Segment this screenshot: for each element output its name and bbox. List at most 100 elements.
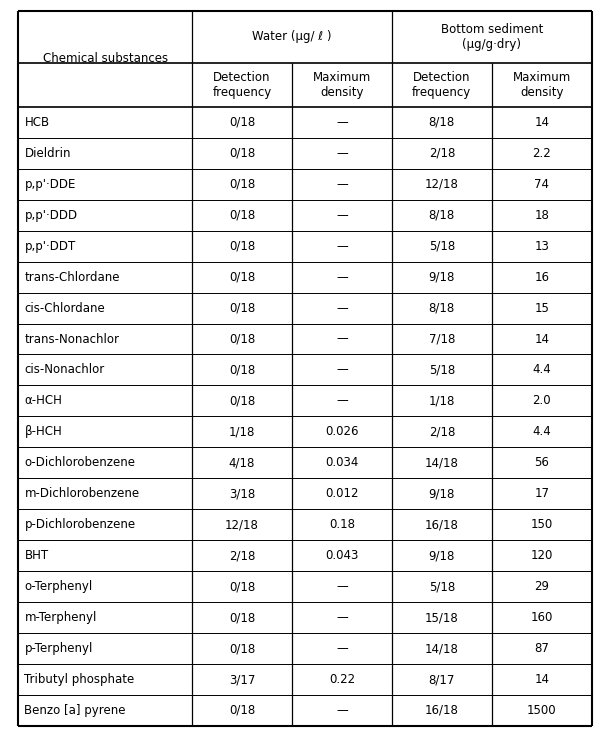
Text: 3/17: 3/17 [229,673,255,686]
Text: 17: 17 [534,487,549,500]
Text: 13: 13 [534,240,549,253]
Text: 16/18: 16/18 [425,704,459,717]
Text: —: — [336,394,348,408]
Text: 2/18: 2/18 [229,549,255,562]
Text: 0.012: 0.012 [325,487,359,500]
Text: 5/18: 5/18 [429,580,455,593]
Text: 9/18: 9/18 [429,270,455,284]
Text: 8/17: 8/17 [429,673,455,686]
Text: 160: 160 [531,611,553,624]
Text: 0.043: 0.043 [325,549,359,562]
Text: 0/18: 0/18 [229,147,255,160]
Text: 12/18: 12/18 [225,518,259,531]
Text: 14/18: 14/18 [425,456,459,469]
Text: p,p'·DDE: p,p'·DDE [24,178,76,191]
Text: HCB: HCB [24,116,49,129]
Text: 18: 18 [534,209,549,222]
Text: o-Dichlorobenzene: o-Dichlorobenzene [24,456,135,469]
Text: Detection
frequency: Detection frequency [412,71,472,99]
Text: 16: 16 [534,270,549,284]
Text: —: — [336,642,348,655]
Text: 150: 150 [531,518,553,531]
Text: 0/18: 0/18 [229,270,255,284]
Text: 9/18: 9/18 [429,549,455,562]
Text: BHT: BHT [24,549,49,562]
Text: 5/18: 5/18 [429,363,455,377]
Text: 7/18: 7/18 [429,332,455,346]
Text: 8/18: 8/18 [429,209,455,222]
Text: 0/18: 0/18 [229,580,255,593]
Text: o-Terphenyl: o-Terphenyl [24,580,93,593]
Text: 1500: 1500 [527,704,556,717]
Text: Chemical substances: Chemical substances [43,52,168,66]
Text: —: — [336,363,348,377]
Text: 2/18: 2/18 [429,425,455,439]
Text: —: — [336,332,348,346]
Text: 2.2: 2.2 [533,147,551,160]
Text: 14: 14 [534,332,549,346]
Text: 8/18: 8/18 [429,301,455,315]
Text: 4.4: 4.4 [533,425,551,439]
Text: 0/18: 0/18 [229,240,255,253]
Text: 1/18: 1/18 [429,394,455,408]
Text: 0/18: 0/18 [229,116,255,129]
Text: β-HCH: β-HCH [24,425,62,439]
Text: p-Terphenyl: p-Terphenyl [24,642,93,655]
Text: —: — [336,301,348,315]
Text: 120: 120 [531,549,553,562]
Text: Maximum
density: Maximum density [512,71,571,99]
Text: p,p'·DDD: p,p'·DDD [24,209,77,222]
Text: Water (μg/ ℓ ): Water (μg/ ℓ ) [252,30,332,43]
Text: —: — [336,704,348,717]
Text: 15: 15 [534,301,549,315]
Text: Bottom sediment
(μg/g·dry): Bottom sediment (μg/g·dry) [440,23,543,51]
Text: Maximum
density: Maximum density [313,71,371,99]
Text: cis-Chlordane: cis-Chlordane [24,301,105,315]
Text: 2.0: 2.0 [533,394,551,408]
Text: 16/18: 16/18 [425,518,459,531]
Text: —: — [336,240,348,253]
Text: trans-Nonachlor: trans-Nonachlor [24,332,120,346]
Text: 0.026: 0.026 [325,425,359,439]
Text: Dieldrin: Dieldrin [24,147,71,160]
Text: 87: 87 [534,642,549,655]
Text: 8/18: 8/18 [429,116,455,129]
Text: 4/18: 4/18 [229,456,255,469]
Text: 14: 14 [534,673,549,686]
Text: —: — [336,270,348,284]
Text: m-Terphenyl: m-Terphenyl [24,611,97,624]
Text: 0.22: 0.22 [329,673,355,686]
Text: 15/18: 15/18 [425,611,459,624]
Text: 1/18: 1/18 [229,425,255,439]
Text: 9/18: 9/18 [429,487,455,500]
Text: 0/18: 0/18 [229,363,255,377]
Text: Detection
frequency: Detection frequency [212,71,271,99]
Text: 0/18: 0/18 [229,301,255,315]
Text: m-Dichlorobenzene: m-Dichlorobenzene [24,487,140,500]
Text: 14/18: 14/18 [425,642,459,655]
Text: 0/18: 0/18 [229,332,255,346]
Text: 0.034: 0.034 [325,456,359,469]
Text: 3/18: 3/18 [229,487,255,500]
Text: 0.18: 0.18 [329,518,355,531]
Text: —: — [336,580,348,593]
Text: 2/18: 2/18 [429,147,455,160]
Text: 29: 29 [534,580,549,593]
Text: cis-Nonachlor: cis-Nonachlor [24,363,105,377]
Text: —: — [336,209,348,222]
Text: p-Dichlorobenzene: p-Dichlorobenzene [24,518,135,531]
Text: —: — [336,147,348,160]
Text: 0/18: 0/18 [229,178,255,191]
Text: 0/18: 0/18 [229,209,255,222]
Text: trans-Chlordane: trans-Chlordane [24,270,120,284]
Text: 0/18: 0/18 [229,394,255,408]
Text: α-HCH: α-HCH [24,394,62,408]
Text: —: — [336,611,348,624]
Text: 12/18: 12/18 [425,178,459,191]
Text: 0/18: 0/18 [229,704,255,717]
Text: 74: 74 [534,178,549,191]
Text: 14: 14 [534,116,549,129]
Text: p,p'·DDT: p,p'·DDT [24,240,76,253]
Text: 0/18: 0/18 [229,642,255,655]
Text: Benzo [a] pyrene: Benzo [a] pyrene [24,704,126,717]
